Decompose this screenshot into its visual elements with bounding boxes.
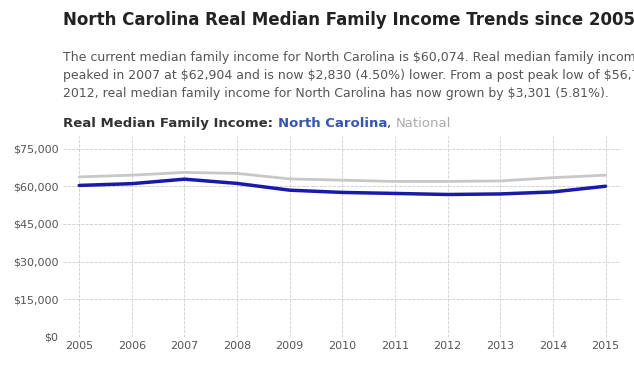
Text: ,: , (387, 117, 396, 130)
Text: Real Median Family Income:: Real Median Family Income: (63, 117, 278, 130)
Text: The current median family income for North Carolina is $60,074. Real median fami: The current median family income for Nor… (63, 51, 634, 100)
Text: North Carolina: North Carolina (278, 117, 387, 130)
Text: North Carolina Real Median Family Income Trends since 2005: North Carolina Real Median Family Income… (63, 11, 634, 29)
Text: National: National (396, 117, 451, 130)
